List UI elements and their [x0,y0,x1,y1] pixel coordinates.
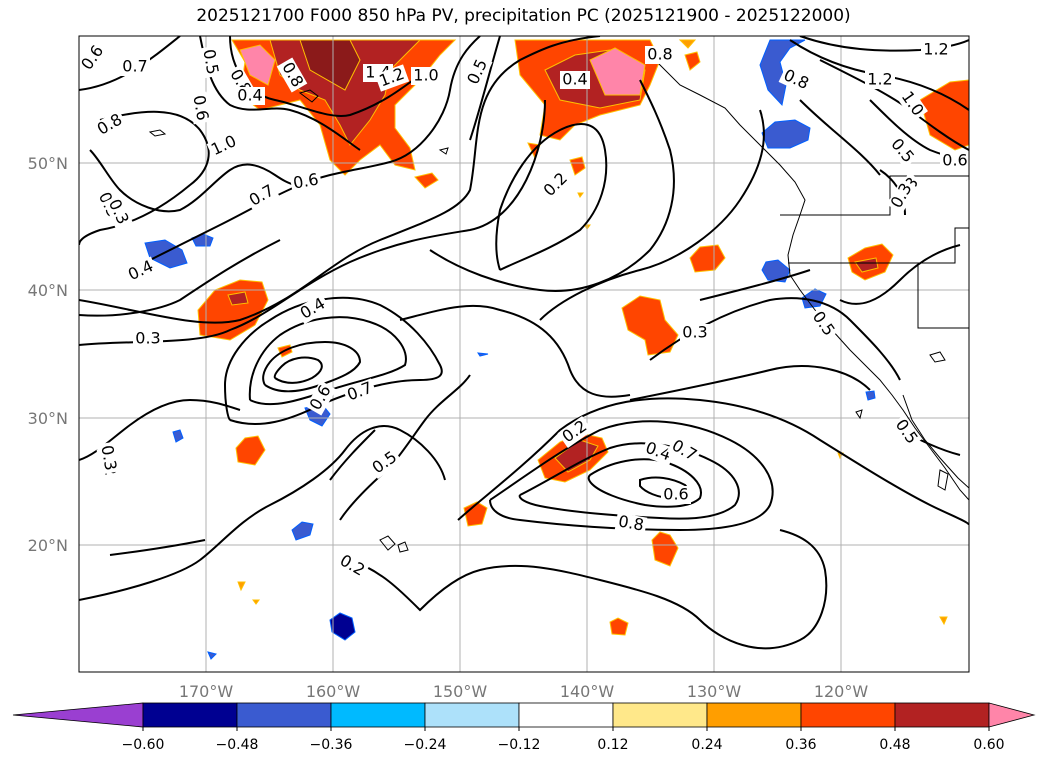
colorbar-extension-left [12,702,144,728]
colorbar-tick-label: 0.48 [879,737,910,753]
contour-label-background [807,306,839,342]
gridlines [79,36,969,672]
contour-label-background [198,45,222,79]
contour-label-background [661,486,691,504]
contour-label-background [940,152,970,170]
colorbar-segment [142,702,238,728]
colorbar-extension-right [988,702,1036,728]
lon-label-160w: 160°W [306,682,361,701]
contour-label: 0.8 [617,511,645,534]
colorbar-tick-label: −0.36 [310,737,353,753]
contour-label-background [276,57,308,93]
contour-label-background [557,416,593,448]
colorbar-tick-label: 0.36 [785,737,816,753]
colorbar: −0.60 −0.48 −0.36 −0.24 −0.12 0.12 0.24 0.36 0.4… [12,702,1036,753]
contour-label-background [96,441,120,475]
colorbar-tick-label: −0.60 [122,737,165,753]
colorbar-segment [706,702,802,728]
contour-label-background [120,58,150,76]
colorbar-segment [612,702,708,728]
contour-label-background [367,447,403,479]
contour-label-background [539,168,573,202]
lat-label-40n: 40°N [28,281,68,300]
contour-label-background [123,256,159,286]
contour-label-background [886,178,918,214]
latitude-labels: 50°N 40°N 30°N 20°N [28,154,68,555]
contour-label: 0.3 [135,329,160,348]
contour-label: 0.8 [647,45,672,64]
negative-precipitation-shading [144,39,876,660]
contour-label-background [560,71,590,89]
contour-label: 0.3 [682,323,707,342]
lat-label-20n: 20°N [28,536,68,555]
colorbar-segment [236,702,332,728]
contour-label: 0.6 [292,169,320,192]
contour-label-background [334,550,370,582]
contour-label-background [133,330,163,348]
colorbar-segment [894,702,990,728]
colorbar-tick-label: −0.48 [216,737,259,753]
contour-label: 0.5 [199,48,222,76]
colorbar-segment [424,702,520,728]
contour-label-background [235,87,265,105]
contour-label-background [614,512,648,536]
lat-label-30n: 30°N [28,409,68,428]
lon-label-130w: 130°W [687,682,742,701]
longitude-labels: 170°W 160°W 150°W 140°W 130°W 120°W [179,682,869,701]
colorbar-tick-label: −0.12 [498,737,541,753]
contour-label-background [92,109,128,141]
contour-label: 1.2 [923,40,948,59]
lon-label-140w: 140°W [560,682,615,701]
contour-label: 0.4 [562,70,587,89]
contour-label-background [295,293,331,325]
colorbar-tick-label: 0.60 [973,737,1004,753]
contour-labels: 0.6 0.7 0.50.60.8 0.80.40.81.41.2 1.0 0.5 0.40… [77,40,970,582]
colorbar-segment [330,702,426,728]
contour-label: 0.7 [122,57,147,76]
colorbar-segment [518,702,614,728]
contour-label-background [374,64,410,92]
contour-label: 1.0 [413,66,438,85]
contour-label-background [206,131,242,161]
contour-label-background [645,46,675,64]
contour-label-background [680,324,710,342]
contour-label-background [77,40,109,76]
colorbar-segment [800,702,896,728]
map-frame [78,35,970,673]
contour-label-background [666,435,702,467]
lon-label-170w: 170°W [179,682,234,701]
colorbar-tick-label: −0.24 [404,737,447,753]
colorbar-segments [12,702,1036,728]
contour-label-background [885,133,919,169]
contour-label: 0.4 [237,86,262,105]
contour-label-background [411,67,441,85]
lon-label-150w: 150°W [433,682,488,701]
lat-label-50n: 50°N [28,154,68,173]
contour-label: 0.6 [942,151,967,170]
contour-label-background [305,380,337,416]
coastlines [148,59,969,553]
colorbar-tick-label: 0.24 [691,737,722,753]
contour-label: 0.6 [189,94,212,122]
colorbar-ticks: −0.60 −0.48 −0.36 −0.24 −0.12 0.12 0.24 0.36 0.4… [122,727,1005,753]
contour-label-background [640,438,676,466]
lon-label-120w: 120°W [814,682,869,701]
colorbar-tick-label: 0.12 [597,737,628,753]
contour-label-background [778,65,814,95]
contour-label-background [896,86,928,122]
contour-label: 0.6 [663,485,688,504]
contour-label-background [890,414,922,450]
contour-label-background [865,71,895,89]
contour-label-background [244,180,280,212]
contour-label-background [103,194,133,230]
map-title: 2025121700 F000 850 hPa PV, precipitatio… [196,6,851,26]
contour-label-background [188,91,212,125]
contour-label-background [289,170,323,194]
contour-label-background [921,41,951,59]
contour-label: 1.2 [867,70,892,89]
contour-label-background [463,54,493,90]
contour-label: 0.3 [97,444,120,472]
contour-label-background [342,378,378,406]
